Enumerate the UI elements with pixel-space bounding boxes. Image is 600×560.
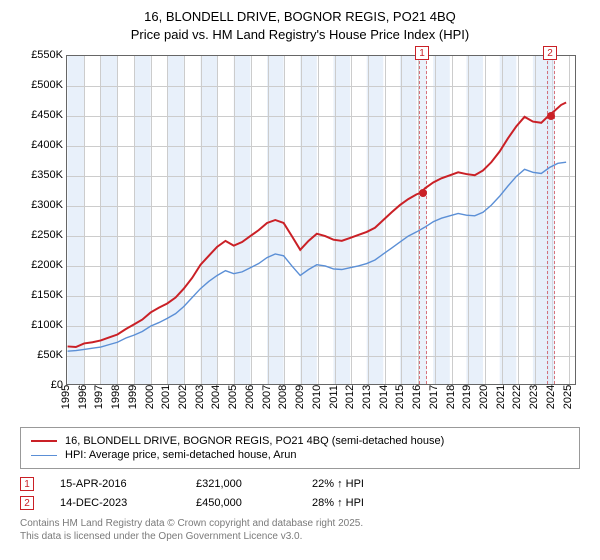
- legend-label: HPI: Average price, semi-detached house,…: [65, 449, 297, 461]
- price-row-hpi: 22% ↑ HPI: [312, 478, 432, 490]
- xtick-label: 2014: [378, 385, 390, 409]
- line-series: [67, 56, 575, 384]
- ytick-label: £50K: [37, 349, 63, 361]
- price-table: 1 15-APR-2016 £321,000 22% ↑ HPI 2 14-DEC-202…: [20, 475, 580, 513]
- xtick-label: 2022: [511, 385, 523, 409]
- chart-area: £0£50K£100K£150K£200K£250K£300K£350K£400…: [20, 49, 580, 419]
- xtick-label: 2004: [210, 385, 222, 409]
- footer-line1: Contains HM Land Registry data © Crown c…: [20, 517, 580, 530]
- xtick-label: 1996: [77, 385, 89, 409]
- price-row-hpi: 28% ↑ HPI: [312, 497, 432, 509]
- xtick-label: 2011: [328, 385, 340, 409]
- legend-swatch: [31, 440, 57, 442]
- price-marker-label-1: 1: [415, 46, 429, 60]
- ytick-label: £150K: [31, 289, 63, 301]
- price-marker-dot-2: [547, 112, 555, 120]
- xtick-label: 2009: [294, 385, 306, 409]
- price-marker-label-2: 2: [543, 46, 557, 60]
- chart-container: 16, BLONDELL DRIVE, BOGNOR REGIS, PO21 4…: [0, 0, 600, 553]
- ytick-label: £300K: [31, 199, 63, 211]
- ytick-label: £200K: [31, 259, 63, 271]
- xtick-label: 2017: [428, 385, 440, 409]
- xtick-label: 2002: [177, 385, 189, 409]
- price-row-value: £321,000: [196, 478, 286, 490]
- legend-row: 16, BLONDELL DRIVE, BOGNOR REGIS, PO21 4…: [31, 434, 569, 448]
- chart-title: 16, BLONDELL DRIVE, BOGNOR REGIS, PO21 4…: [10, 8, 590, 43]
- xtick-label: 2008: [277, 385, 289, 409]
- xtick-label: 2021: [495, 385, 507, 409]
- plot-area: [66, 55, 576, 385]
- ytick-label: £450K: [31, 109, 63, 121]
- xtick-label: 1999: [127, 385, 139, 409]
- series-hpi: [68, 162, 567, 351]
- title-line2: Price paid vs. HM Land Registry's House …: [131, 27, 469, 42]
- price-row-marker: 1: [20, 477, 34, 491]
- xtick-label: 2016: [411, 385, 423, 409]
- ytick-label: £550K: [31, 49, 63, 61]
- xtick-label: 2024: [545, 385, 557, 409]
- ytick-label: £100K: [31, 319, 63, 331]
- series-price_paid: [68, 103, 567, 348]
- ytick-label: £350K: [31, 169, 63, 181]
- price-marker-dot-1: [419, 189, 427, 197]
- ytick-label: £500K: [31, 79, 63, 91]
- ytick-label: £250K: [31, 229, 63, 241]
- xtick-label: 1995: [60, 385, 72, 409]
- xtick-label: 2000: [144, 385, 156, 409]
- xtick-label: 2018: [445, 385, 457, 409]
- xtick-label: 2023: [528, 385, 540, 409]
- footer-line2: This data is licensed under the Open Gov…: [20, 530, 580, 543]
- legend-label: 16, BLONDELL DRIVE, BOGNOR REGIS, PO21 4…: [65, 435, 444, 447]
- xtick-label: 2020: [478, 385, 490, 409]
- xtick-label: 2012: [344, 385, 356, 409]
- xtick-label: 1997: [93, 385, 105, 409]
- xtick-label: 2006: [244, 385, 256, 409]
- price-row-value: £450,000: [196, 497, 286, 509]
- xtick-label: 2007: [261, 385, 273, 409]
- xtick-label: 1998: [110, 385, 122, 409]
- xtick-label: 2005: [227, 385, 239, 409]
- footer: Contains HM Land Registry data © Crown c…: [20, 517, 580, 543]
- xtick-label: 2001: [160, 385, 172, 409]
- legend-row: HPI: Average price, semi-detached house,…: [31, 448, 569, 462]
- price-row: 2 14-DEC-2023 £450,000 28% ↑ HPI: [20, 494, 580, 513]
- xtick-label: 2019: [461, 385, 473, 409]
- xtick-label: 2013: [361, 385, 373, 409]
- xtick-label: 2003: [194, 385, 206, 409]
- price-row-marker: 2: [20, 496, 34, 510]
- xtick-label: 2015: [394, 385, 406, 409]
- legend-swatch: [31, 455, 57, 456]
- price-row-date: 15-APR-2016: [60, 478, 170, 490]
- xtick-label: 2010: [311, 385, 323, 409]
- price-row-date: 14-DEC-2023: [60, 497, 170, 509]
- ytick-label: £400K: [31, 139, 63, 151]
- xtick-label: 2025: [562, 385, 574, 409]
- price-row: 1 15-APR-2016 £321,000 22% ↑ HPI: [20, 475, 580, 494]
- legend: 16, BLONDELL DRIVE, BOGNOR REGIS, PO21 4…: [20, 427, 580, 469]
- title-line1: 16, BLONDELL DRIVE, BOGNOR REGIS, PO21 4…: [144, 9, 456, 24]
